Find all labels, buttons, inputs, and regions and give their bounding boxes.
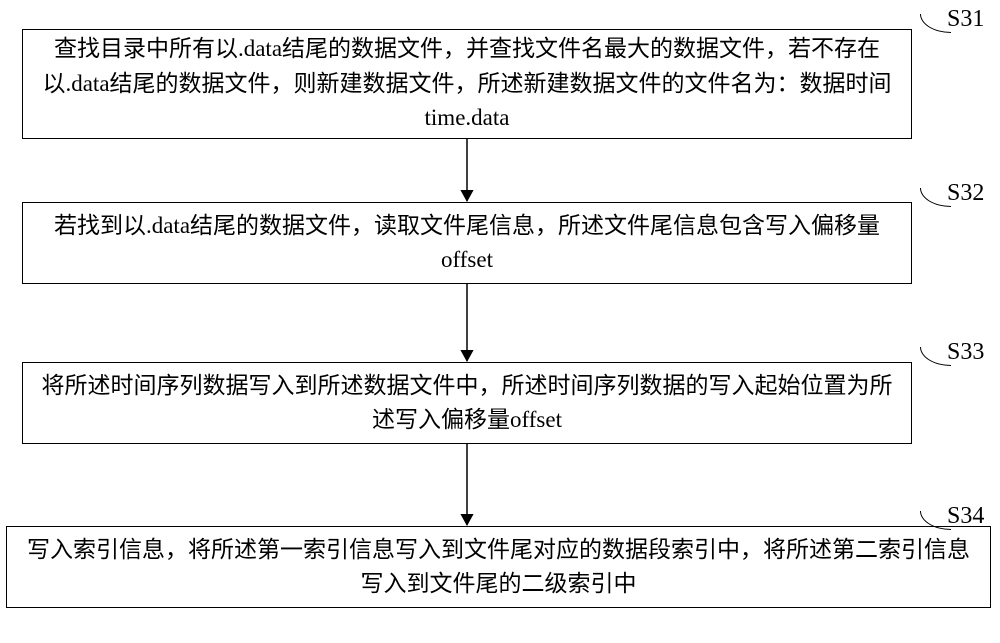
step-box-s32: 若找到以.data结尾的数据文件，读取文件尾信息，所述文件尾信息包含写入偏移量o… <box>22 202 912 284</box>
step-text-s33: 将所述时间序列数据写入到所述数据文件中，所述时间序列数据的写入起始位置为所述写入… <box>39 369 895 438</box>
step-box-s31: 查找目录中所有以.data结尾的数据文件，并查找文件名最大的数据文件，若不存在以… <box>22 29 912 139</box>
step-label-s31: S31 <box>947 6 984 33</box>
step-label-s34: S34 <box>947 503 984 530</box>
connector-s33-s34 <box>455 444 479 526</box>
step-text-s34: 写入索引信息，将所述第一索引信息写入到文件尾对应的数据段索引中，将所述第二索引信… <box>23 533 974 602</box>
step-box-s34: 写入索引信息，将所述第一索引信息写入到文件尾对应的数据段索引中，将所述第二索引信… <box>6 526 991 608</box>
flowchart-canvas: 查找目录中所有以.data结尾的数据文件，并查找文件名最大的数据文件，若不存在以… <box>0 0 1000 643</box>
step-label-s32: S32 <box>947 180 984 207</box>
step-text-s32: 若找到以.data结尾的数据文件，读取文件尾信息，所述文件尾信息包含写入偏移量o… <box>39 209 895 278</box>
step-label-s33: S33 <box>947 339 984 366</box>
connector-s32-s33 <box>455 284 479 362</box>
step-text-s31: 查找目录中所有以.data结尾的数据文件，并查找文件名最大的数据文件，若不存在以… <box>39 32 895 136</box>
connector-s31-s32 <box>455 139 479 202</box>
step-box-s33: 将所述时间序列数据写入到所述数据文件中，所述时间序列数据的写入起始位置为所述写入… <box>22 362 912 444</box>
